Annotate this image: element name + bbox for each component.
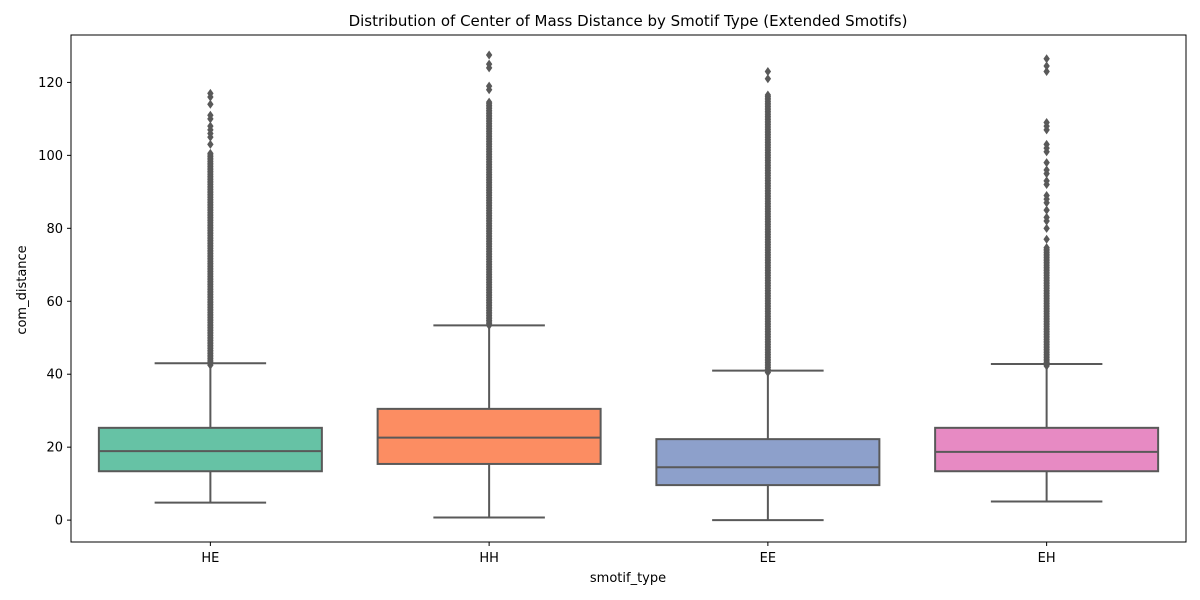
- outlier-point: [485, 59, 493, 69]
- outliers-he: [207, 88, 214, 370]
- x-tick-label: EH: [1038, 551, 1056, 566]
- outlier-point: [1043, 223, 1050, 233]
- outlier-point: [485, 97, 493, 107]
- outlier-point: [764, 74, 772, 84]
- y-axis: 0 20 40 60 80 100 120: [38, 76, 71, 529]
- outlier-point: [207, 148, 214, 158]
- x-axis-label: smotif_type: [590, 571, 666, 586]
- outlier-point: [1043, 190, 1050, 200]
- chart-title: Distribution of Center of Mass Distance …: [349, 12, 908, 30]
- outlier-point: [1043, 66, 1050, 76]
- outlier-point: [485, 81, 493, 91]
- iqr-box: [376, 407, 602, 465]
- outlier-point: [207, 99, 214, 109]
- outlier-point: [207, 88, 214, 98]
- y-tick-label: 60: [46, 295, 63, 310]
- y-tick-label: 0: [55, 514, 63, 529]
- y-tick-label: 120: [38, 76, 63, 91]
- plot-area: [70, 34, 1187, 543]
- y-axis-label: com_distance: [15, 245, 30, 334]
- outlier-point: [207, 121, 214, 131]
- outlier-point: [1043, 165, 1050, 175]
- outliers-ee: [764, 66, 772, 377]
- x-axis: HE HH EE EH: [201, 542, 1056, 566]
- y-tick-label: 100: [38, 149, 63, 164]
- outlier-point: [1043, 139, 1050, 149]
- outliers-hh: [485, 50, 493, 330]
- outlier-point: [1043, 61, 1050, 71]
- outlier-point: [1043, 212, 1050, 222]
- y-tick-label: 20: [46, 441, 63, 456]
- iqr-box: [97, 426, 323, 473]
- outlier-point: [485, 50, 493, 60]
- outlier-point: [764, 66, 772, 76]
- outlier-point: [1043, 234, 1050, 244]
- box-eh: [934, 54, 1160, 503]
- box-hh: [376, 50, 602, 519]
- x-tick-label: EE: [760, 551, 776, 566]
- y-tick-label: 40: [46, 368, 63, 383]
- box-he: [97, 88, 323, 504]
- outlier-point: [1043, 243, 1050, 253]
- outlier-point: [1043, 158, 1050, 168]
- outlier-point: [1043, 54, 1050, 64]
- iqr-box: [655, 438, 881, 487]
- outlier-point: [1043, 176, 1050, 186]
- x-tick-label: HE: [201, 551, 219, 566]
- outlier-point: [1043, 118, 1050, 128]
- outliers-eh: [1043, 54, 1050, 371]
- outlier-point: [764, 90, 772, 100]
- outlier-point: [207, 139, 214, 149]
- axes-frame: [70, 34, 1187, 543]
- y-tick-label: 80: [46, 222, 63, 237]
- iqr-box: [934, 426, 1160, 473]
- x-tick-label: HH: [479, 551, 499, 566]
- outlier-point: [1043, 205, 1050, 215]
- outlier-point: [207, 110, 214, 120]
- box-ee: [655, 66, 881, 522]
